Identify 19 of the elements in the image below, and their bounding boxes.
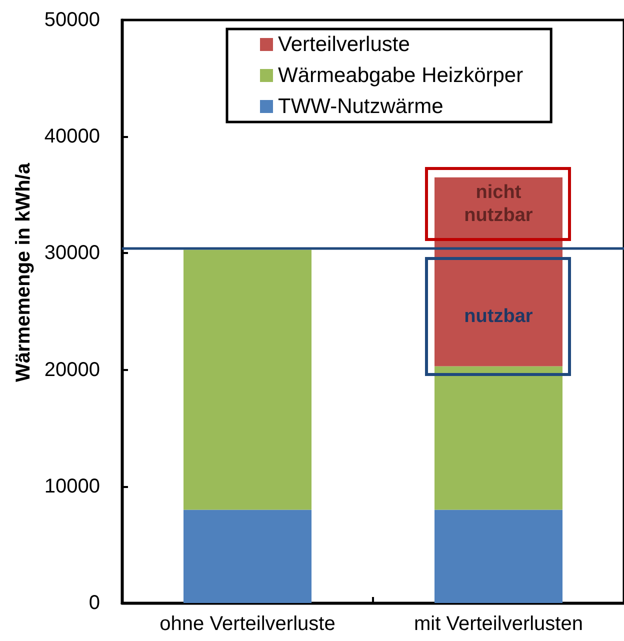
bar — [183, 250, 312, 510]
y-tick-label: 50000 — [44, 9, 100, 31]
y-tick-label: 30000 — [44, 242, 100, 264]
annotation: nicht nutzbar — [463, 180, 534, 227]
x-tick-label: mit Verteilverlusten — [414, 613, 583, 635]
legend-label: TWW-Nutzwärme — [278, 95, 444, 118]
y-tick-label: 20000 — [44, 358, 100, 381]
bar — [183, 510, 312, 603]
y-tick-label: 40000 — [44, 126, 100, 148]
bar — [434, 177, 563, 366]
legend-label: Wärmeabgabe Heizkörper — [278, 64, 524, 87]
y-tick-label: 0 — [88, 592, 100, 614]
y-tick-label: 10000 — [44, 475, 100, 498]
y-axis-title: Wärmemenge in kWh/a — [12, 162, 34, 382]
bar — [434, 366, 563, 510]
annotation: nutzbar — [463, 304, 534, 328]
legend-label: Verteilverluste — [278, 33, 410, 56]
bar — [434, 510, 563, 603]
x-tick-label: ohne Verteilverluste — [160, 613, 336, 635]
